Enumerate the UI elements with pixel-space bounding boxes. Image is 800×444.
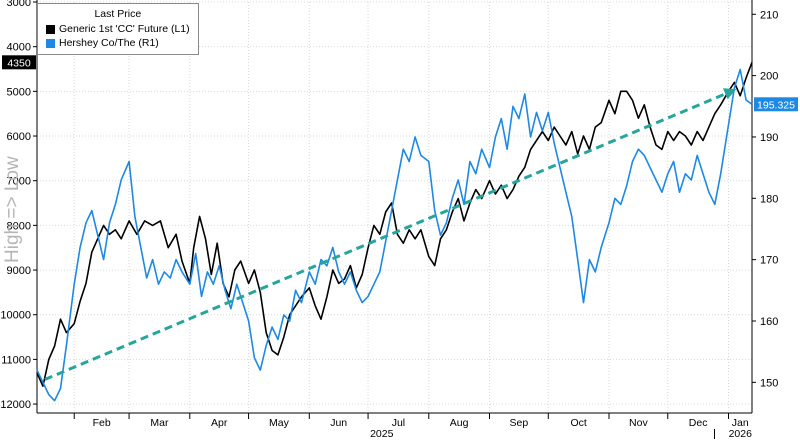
x-tick-label: Feb [93, 417, 111, 429]
left-tick-label: 6000 [7, 131, 31, 143]
left-tick-label: 4000 [7, 42, 31, 54]
left-tick-label: 3000 [7, 0, 31, 9]
x-tick-label: Mar [150, 417, 169, 429]
right-tick-label: 170 [760, 255, 778, 267]
right-last-value-badge [754, 97, 798, 112]
left-tick-label: 11000 [1, 354, 31, 366]
left-tick-label: 8000 [7, 220, 31, 232]
side-axis-label: High => Low [2, 156, 23, 263]
plot-frame [36, 0, 753, 414]
x-tick-label: Nov [629, 417, 648, 429]
legend-item-hershey: Hershey Co/The (R1) [46, 36, 190, 50]
right-last-value-label: 195.325 [757, 99, 795, 111]
left-tick-label: 5000 [7, 86, 31, 98]
right-tick-label: 190 [760, 132, 778, 144]
right-tick-label: 180 [760, 193, 778, 205]
x-tick-label: Oct [570, 417, 586, 429]
right-tick-label: 150 [760, 377, 778, 389]
x-tick-label: Sep [510, 417, 529, 429]
x-year-label-2026: 2026 [729, 428, 753, 439]
right-tick-label: 200 [760, 71, 778, 83]
trend-arrow-head [722, 88, 737, 100]
axes: 3000 4000 5000 6000 7000 8000 9000 10000 11000 12… [0, 0, 778, 440]
x-tick-label: Dec [689, 417, 708, 429]
left-tick-label: 7000 [7, 176, 31, 188]
x-year-label-2025: 2025 [370, 428, 394, 439]
grid [37, 1, 752, 413]
trend-arrow-line [44, 91, 729, 381]
x-tick-label: Aug [450, 417, 469, 429]
left-tick-label: 10000 [0, 310, 31, 322]
legend: Last Price Generic 1st 'CC' Future (L1) … [37, 3, 199, 55]
x-tick-label: Apr [211, 417, 228, 429]
legend-label-hershey: Hershey Co/The (R1) [59, 37, 159, 49]
right-tick-label: 210 [760, 9, 778, 21]
legend-swatch-cocoa [46, 24, 55, 34]
trend-arrow [44, 88, 737, 381]
legend-item-cocoa: Generic 1st 'CC' Future (L1) [46, 22, 190, 36]
x-tick-label: Jul [392, 417, 405, 429]
series-group [36, 62, 753, 402]
left-tick-label: 9000 [7, 265, 31, 277]
series-line-hershey [36, 68, 753, 402]
left-last-value-badge [2, 55, 36, 70]
legend-swatch-hershey [46, 38, 55, 48]
x-tick-label: Jan [732, 417, 749, 429]
series-line-cocoa [36, 62, 753, 387]
legend-title: Last Price [94, 8, 142, 20]
last-value-labels: 4350 195.325 [2, 55, 798, 112]
right-tick-label: 160 [760, 316, 778, 328]
left-last-value-label: 4350 [7, 57, 31, 69]
x-tick-label: Jun [330, 417, 347, 429]
left-tick-label: 12000 [0, 399, 31, 411]
legend-label-cocoa: Generic 1st 'CC' Future (L1) [59, 23, 190, 35]
x-tick-label: May [269, 417, 290, 429]
